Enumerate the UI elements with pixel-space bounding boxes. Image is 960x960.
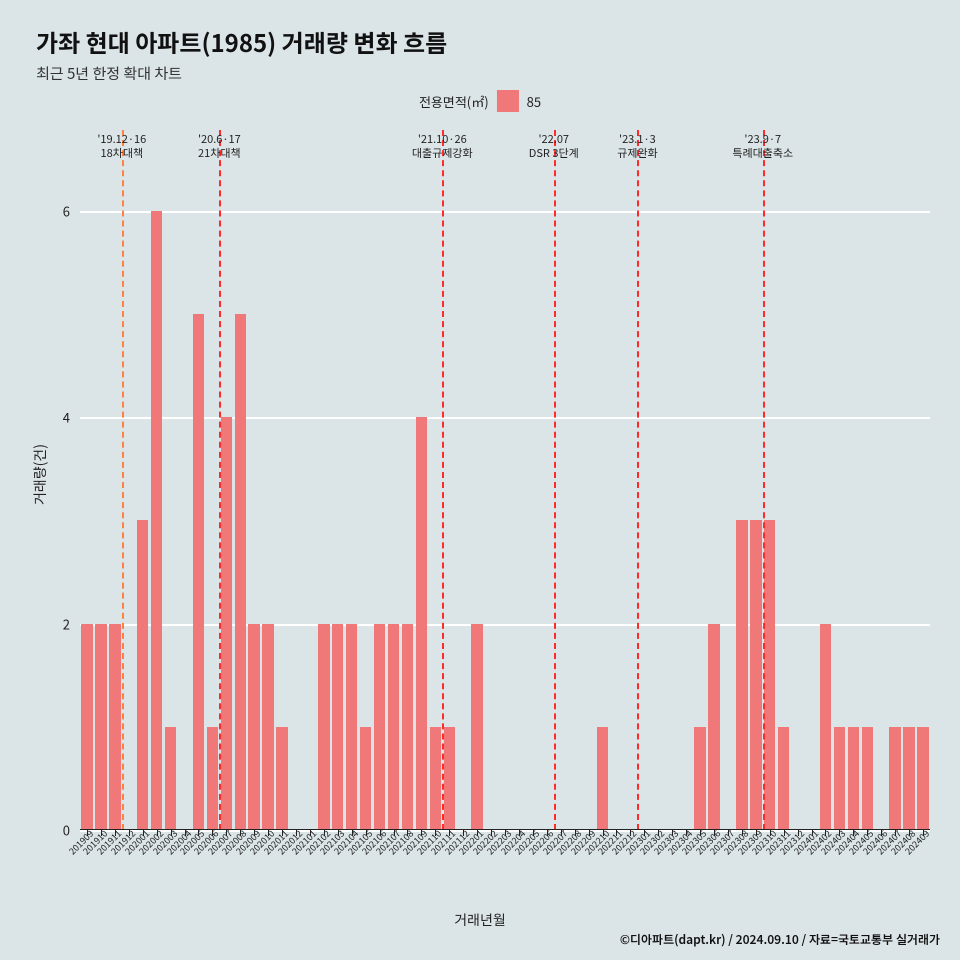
chart-title: 가좌 현대 아파트(1985) 거래량 변화 흐름 xyxy=(36,24,447,59)
bar xyxy=(262,624,273,830)
bar xyxy=(235,314,246,830)
bar xyxy=(165,727,176,830)
bar xyxy=(332,624,343,830)
bar xyxy=(388,624,399,830)
legend-swatch xyxy=(497,90,519,112)
bar xyxy=(374,624,385,830)
bar xyxy=(109,624,120,830)
bar xyxy=(276,727,287,830)
reference-label: '23.1·3규제완화 xyxy=(617,132,657,161)
bar xyxy=(694,727,705,830)
bar xyxy=(597,727,608,830)
reference-line xyxy=(442,130,444,830)
bar xyxy=(95,624,106,830)
bar xyxy=(207,727,218,830)
bar xyxy=(471,624,482,830)
reference-line xyxy=(554,130,556,830)
y-tick-label: 2 xyxy=(45,614,70,633)
bar xyxy=(848,727,859,830)
bar xyxy=(820,624,831,830)
bar xyxy=(151,211,162,830)
bar xyxy=(917,727,928,830)
x-axis-label: 거래년월 xyxy=(454,910,506,930)
y-tick-label: 4 xyxy=(45,408,70,427)
reference-line xyxy=(763,130,765,830)
x-axis-baseline xyxy=(80,829,930,830)
chart-legend: 전용면적(㎡) 85 xyxy=(419,90,541,112)
bar xyxy=(778,727,789,830)
y-tick-label: 6 xyxy=(45,201,70,220)
bar xyxy=(430,727,441,830)
bar xyxy=(248,624,259,830)
reference-line xyxy=(219,130,221,830)
credit-text: ©디아파트(dapt.kr) / 2024.09.10 / 자료=국토교통부 실… xyxy=(620,931,940,948)
bar xyxy=(444,727,455,830)
reference-label: '23.9·7특례대출축소 xyxy=(732,132,793,161)
chart-plot-area: 0246201909201910201911201912202001202002… xyxy=(80,180,930,830)
bar xyxy=(360,727,371,830)
grid-line xyxy=(80,624,930,626)
bar xyxy=(764,520,775,830)
bar xyxy=(903,727,914,830)
bar xyxy=(193,314,204,830)
bar xyxy=(834,727,845,830)
bar xyxy=(402,624,413,830)
chart-header: 가좌 현대 아파트(1985) 거래량 변화 흐름 최근 5년 한정 확대 차트 xyxy=(36,24,447,84)
bar xyxy=(346,624,357,830)
bar xyxy=(862,727,873,830)
reference-label: '19.12·1618차대책 xyxy=(97,132,146,161)
legend-label: 전용면적(㎡) xyxy=(419,92,489,111)
bar xyxy=(318,624,329,830)
reference-label: '20.6·1721차대책 xyxy=(198,132,241,161)
reference-line xyxy=(122,130,124,830)
bar xyxy=(416,417,427,830)
grid-line xyxy=(80,417,930,419)
legend-series: 85 xyxy=(527,92,541,111)
reference-line xyxy=(637,130,639,830)
bar xyxy=(889,727,900,830)
bar xyxy=(750,520,761,830)
bar xyxy=(708,624,719,830)
reference-label: '21.10·26대출규제강화 xyxy=(412,132,473,161)
bar xyxy=(736,520,747,830)
y-axis-label: 거래량(건) xyxy=(30,444,50,505)
bar xyxy=(137,520,148,830)
y-tick-label: 0 xyxy=(45,821,70,840)
bar xyxy=(221,417,232,830)
bar xyxy=(81,624,92,830)
grid-line xyxy=(80,211,930,213)
chart-subtitle: 최근 5년 한정 확대 차트 xyxy=(36,63,447,84)
reference-label: '22.07DSR 3단계 xyxy=(529,132,579,161)
